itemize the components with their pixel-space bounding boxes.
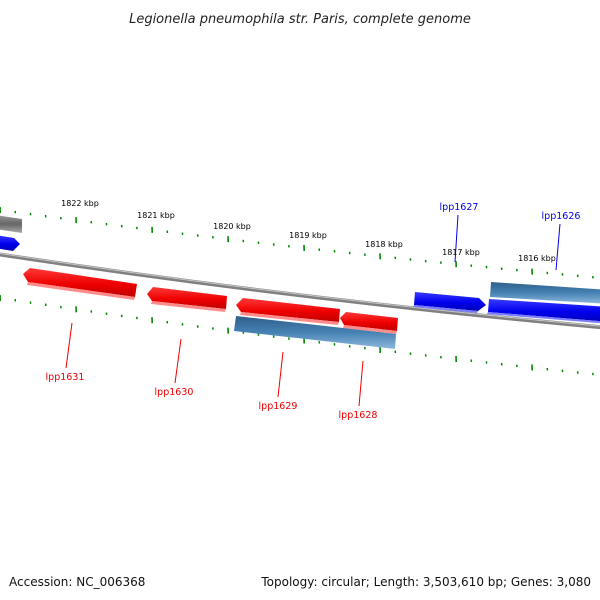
gene-label-lpp1629[interactable]: lpp1629 [259, 401, 298, 412]
scale-label-1819: 1819 kbp [289, 231, 327, 240]
gene-feature-lpp1630[interactable] [147, 287, 227, 312]
accession-text: Accession: NC_006368 [9, 575, 145, 589]
gene-label-lpp1628[interactable]: lpp1628 [339, 410, 378, 421]
scale-label-1820: 1820 kbp [213, 222, 251, 231]
scale-label-1818: 1818 kbp [365, 240, 403, 249]
gene-label-lpp1631[interactable]: lpp1631 [46, 372, 85, 383]
gene-feature-lpp1626[interactable] [487, 299, 600, 324]
gene-feature-lpp1627[interactable] [413, 292, 486, 313]
gene-label-lpp1626[interactable]: lpp1626 [542, 211, 581, 222]
scale-label-1822: 1822 kbp [61, 199, 99, 208]
genome-summary-text: Topology: circular; Length: 3,503,610 bp… [260, 575, 591, 589]
cds-feature-lpp1629[interactable] [234, 316, 396, 349]
genome-backbone-highlight [0, 252, 600, 327]
scale-label-1816: 1816 kbp [518, 254, 556, 263]
gene-feature-partial-left-forward[interactable] [0, 235, 20, 251]
gene-feature-lpp1631[interactable] [23, 268, 137, 300]
map-title: Legionella pneumophila str. Paris, compl… [129, 12, 471, 27]
gene-labels: lpp1631 lpp1630 lpp1629 lpp1628 lpp1627 … [46, 202, 581, 421]
gene-leader-lines [65, 214, 561, 407]
scale-label-1821: 1821 kbp [137, 211, 175, 220]
gene-feature-lpp1629[interactable] [236, 298, 340, 325]
scale-label-1817: 1817 kbp [442, 248, 480, 257]
cds-feature-partial-left[interactable] [0, 215, 22, 233]
gene-label-lpp1630[interactable]: lpp1630 [155, 387, 194, 398]
gene-feature-lpp1628[interactable] [340, 312, 398, 334]
genome-backbone [0, 252, 600, 330]
scale-ticks-outer [0, 206, 594, 279]
scale-labels: 1822 kbp 1821 kbp 1820 kbp 1819 kbp 1818… [61, 199, 556, 263]
cds-feature-lpp1626[interactable] [490, 282, 600, 304]
gene-label-lpp1627[interactable]: lpp1627 [440, 202, 479, 213]
